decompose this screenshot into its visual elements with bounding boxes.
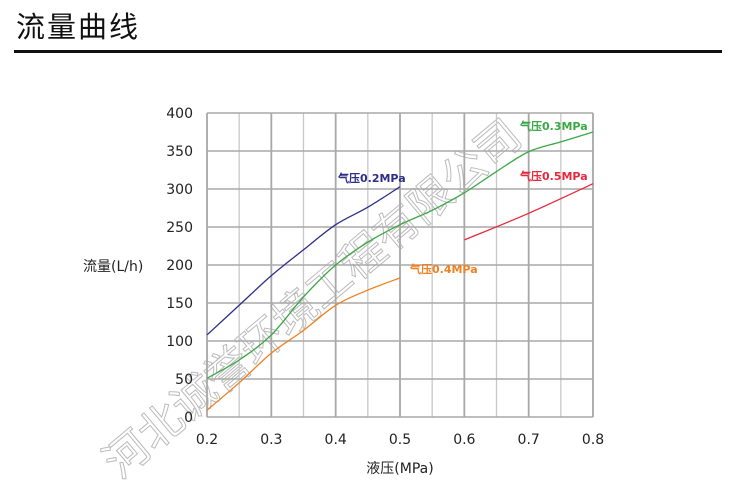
series-label-2: 气压0.3MPa: [519, 119, 588, 133]
page-title: 流量曲线: [16, 10, 141, 44]
y-tick-label: 400: [166, 106, 193, 122]
y-tick-label: 350: [166, 144, 193, 160]
y-axis-label: 流量(L/h): [83, 259, 143, 275]
x-tick-label: 0.7: [518, 432, 540, 448]
x-tick-label: 0.6: [453, 432, 475, 448]
watermark-text: 河北诚誉环境工程有限公司: [94, 110, 531, 487]
y-tick-label: 200: [166, 258, 193, 274]
series-line-2: [206, 131, 594, 379]
series-label-4: 气压0.5MPa: [519, 169, 588, 183]
x-tick-label: 0.5: [389, 432, 411, 448]
x-tick-label: 0.4: [325, 432, 347, 448]
x-axis-label: 液压(MPa): [366, 461, 433, 477]
series-line-1: [206, 186, 401, 336]
x-tick-label: 0.8: [582, 432, 604, 448]
series-line-4: [464, 183, 594, 241]
series-label-3: 气压0.4MPa: [409, 262, 478, 276]
y-tick-label: 100: [166, 334, 193, 350]
y-tick-label: 0: [184, 410, 193, 426]
series-line-3: [206, 277, 401, 411]
y-tick-label: 150: [166, 296, 193, 312]
x-tick-label: 0.2: [196, 432, 218, 448]
y-tick-label: 50: [175, 372, 193, 388]
y-tick-label: 250: [166, 220, 193, 236]
series-label-1: 气压0.2MPa: [337, 171, 406, 185]
y-tick-label: 300: [166, 182, 193, 198]
x-tick-label: 0.3: [260, 432, 282, 448]
title-divider: [14, 50, 722, 53]
watermark: 河北诚誉环境工程有限公司: [94, 109, 532, 487]
grid: [206, 112, 594, 418]
